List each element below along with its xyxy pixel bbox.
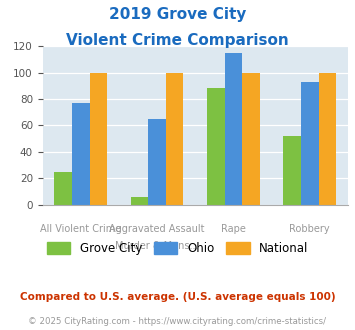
Text: Rape: Rape: [221, 224, 246, 234]
Text: All Violent Crime: All Violent Crime: [40, 224, 121, 234]
Text: Robbery: Robbery: [289, 224, 330, 234]
Text: Compared to U.S. average. (U.S. average equals 100): Compared to U.S. average. (U.S. average …: [20, 292, 335, 302]
Bar: [148, 119, 166, 205]
Legend: Grove City, Ohio, National: Grove City, Ohio, National: [42, 237, 313, 260]
Text: Aggravated Assault: Aggravated Assault: [109, 224, 205, 234]
Text: © 2025 CityRating.com - https://www.cityrating.com/crime-statistics/: © 2025 CityRating.com - https://www.city…: [28, 317, 327, 326]
Bar: [207, 88, 225, 205]
Bar: [318, 73, 336, 205]
Bar: [89, 73, 107, 205]
Bar: [225, 53, 242, 205]
Bar: [54, 172, 72, 205]
Bar: [166, 73, 184, 205]
Bar: [283, 136, 301, 205]
Bar: [301, 82, 318, 205]
Text: 2019 Grove City: 2019 Grove City: [109, 7, 246, 21]
Bar: [242, 73, 260, 205]
Bar: [131, 197, 148, 205]
Text: Murder & Mans...: Murder & Mans...: [115, 241, 199, 251]
Bar: [72, 103, 89, 205]
Text: Violent Crime Comparison: Violent Crime Comparison: [66, 33, 289, 48]
